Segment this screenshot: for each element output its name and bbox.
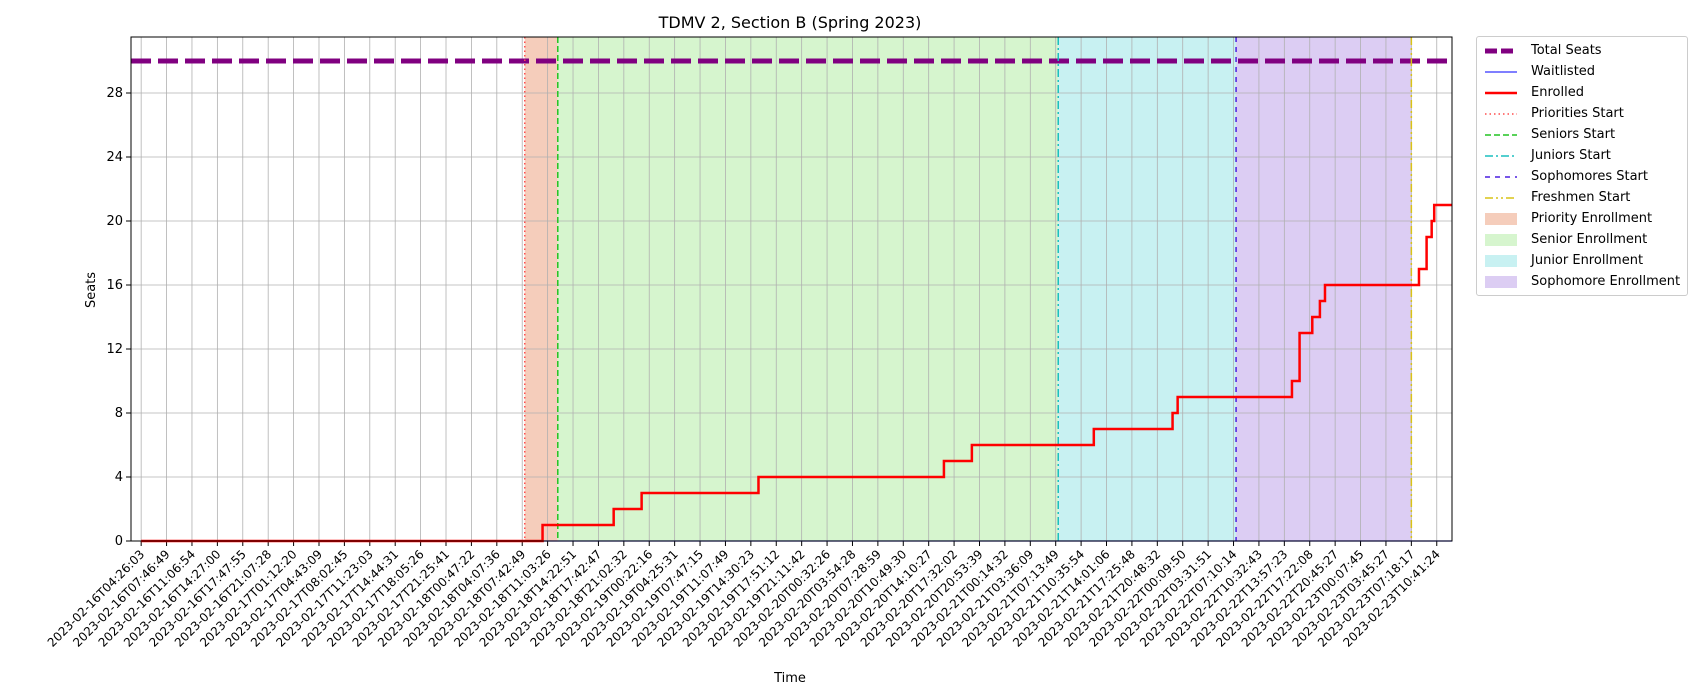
legend-swatch bbox=[1485, 112, 1517, 115]
legend-swatch bbox=[1485, 70, 1517, 73]
legend-swatch bbox=[1485, 254, 1517, 267]
legend-label: Priorities Start bbox=[1531, 106, 1624, 121]
y-tick-label: 0 bbox=[115, 534, 123, 549]
legend: Total Seats Waitlisted Enrolled Priorities … bbox=[1476, 36, 1688, 296]
plot-frame bbox=[130, 36, 1453, 542]
span-junior-enrollment bbox=[1058, 37, 1237, 541]
legend-entry: Freshmen Start bbox=[1483, 187, 1681, 208]
legend-entry: Sophomores Start bbox=[1483, 166, 1681, 187]
legend-swatch bbox=[1485, 48, 1517, 53]
legend-swatch bbox=[1485, 175, 1517, 178]
legend-swatch bbox=[1485, 196, 1517, 199]
y-axis-label: Seats bbox=[84, 272, 99, 308]
legend-entry: Junior Enrollment bbox=[1483, 250, 1681, 271]
legend-entry: Waitlisted bbox=[1483, 61, 1681, 82]
span-priority-enrollment bbox=[524, 37, 558, 541]
legend-swatch bbox=[1485, 275, 1517, 288]
y-tick-label: 12 bbox=[106, 342, 123, 357]
legend-label: Seniors Start bbox=[1531, 127, 1616, 142]
span-senior-enrollment bbox=[557, 37, 1059, 541]
legend-swatch bbox=[1485, 212, 1517, 225]
legend-entry: Seniors Start bbox=[1483, 124, 1681, 145]
y-tick-label: 24 bbox=[106, 150, 123, 165]
y-tick-label: 28 bbox=[106, 86, 123, 101]
y-tick-label: 8 bbox=[115, 406, 123, 421]
legend-entry: Sophomore Enrollment bbox=[1483, 271, 1681, 292]
legend-label: Priority Enrollment bbox=[1531, 211, 1653, 226]
legend-swatch bbox=[1485, 233, 1517, 246]
y-tick-label: 20 bbox=[106, 214, 123, 229]
legend-entry: Priorities Start bbox=[1483, 103, 1681, 124]
legend-label: Junior Enrollment bbox=[1531, 253, 1644, 268]
y-tick-label: 16 bbox=[106, 278, 123, 293]
legend-entry: Senior Enrollment bbox=[1483, 229, 1681, 250]
legend-label: Juniors Start bbox=[1531, 148, 1611, 163]
legend-swatch bbox=[1485, 91, 1517, 94]
legend-label: Sophomores Start bbox=[1531, 169, 1648, 184]
legend-label: Waitlisted bbox=[1531, 64, 1596, 79]
legend-swatch bbox=[1485, 133, 1517, 136]
legend-entry: Juniors Start bbox=[1483, 145, 1681, 166]
legend-entry: Total Seats bbox=[1483, 40, 1681, 61]
chart-title: TDMV 2, Section B (Spring 2023) bbox=[658, 13, 922, 32]
plot-area: 2023-02-16T04:26:032023-02-16T07:46:4920… bbox=[45, 36, 1453, 650]
y-tick-label: 4 bbox=[115, 470, 123, 485]
legend-label: Enrolled bbox=[1531, 85, 1584, 100]
legend-label: Senior Enrollment bbox=[1531, 232, 1648, 247]
legend-label: Total Seats bbox=[1531, 43, 1602, 58]
legend-swatch bbox=[1485, 154, 1517, 157]
legend-entry: Priority Enrollment bbox=[1483, 208, 1681, 229]
enrolled-line bbox=[141, 203, 1452, 543]
span-sophomore-enrollment bbox=[1236, 37, 1412, 541]
legend-label: Freshmen Start bbox=[1531, 190, 1631, 205]
legend-entry: Enrolled bbox=[1483, 82, 1681, 103]
x-axis-label: Time bbox=[773, 671, 806, 686]
legend-label: Sophomore Enrollment bbox=[1531, 274, 1681, 289]
